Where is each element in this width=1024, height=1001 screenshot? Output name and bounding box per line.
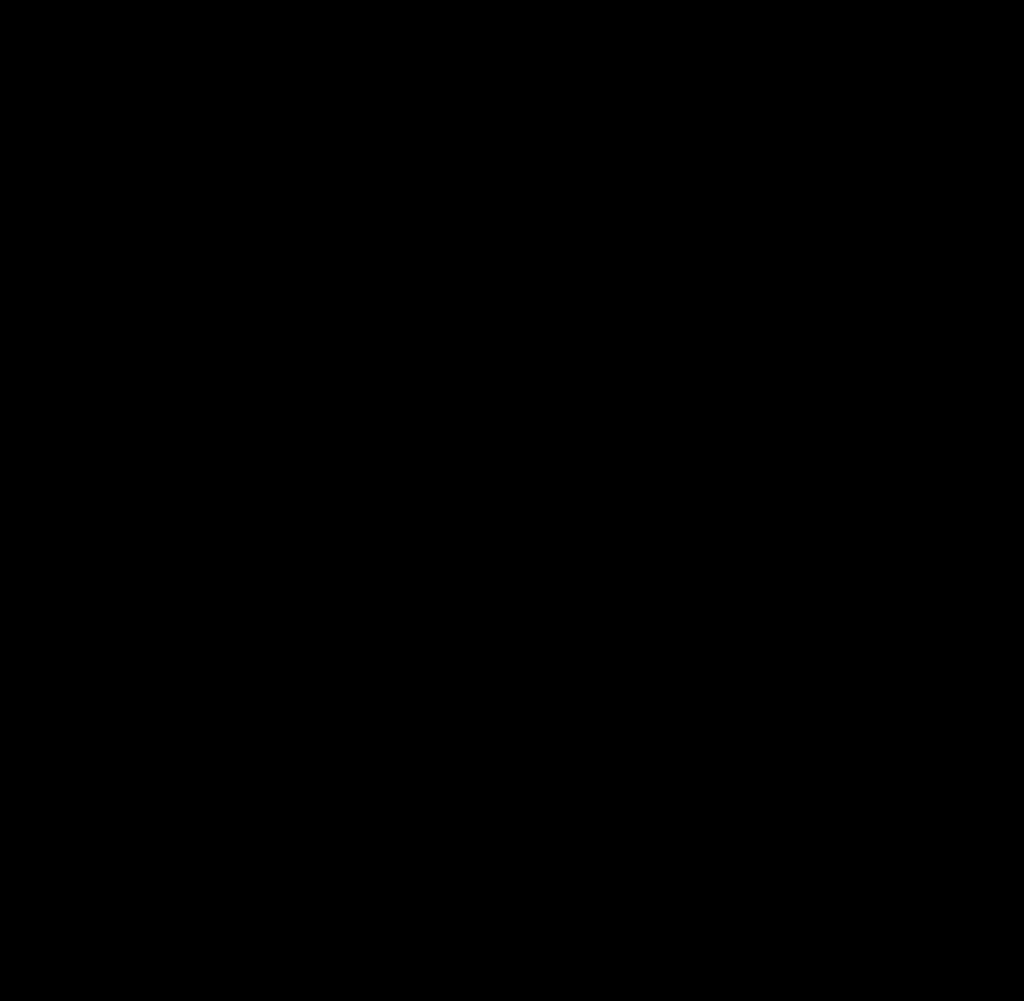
chart-title: Colorado bbox=[0, 0, 70, 4]
